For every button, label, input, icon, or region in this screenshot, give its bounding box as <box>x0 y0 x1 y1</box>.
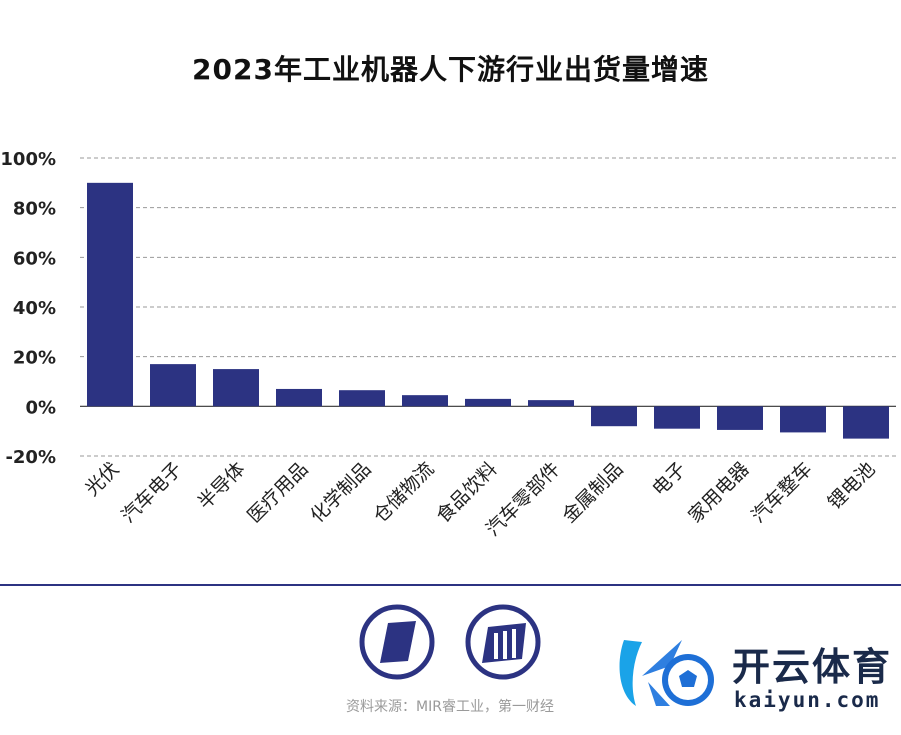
bar <box>780 406 826 433</box>
y-tick-label: 100% <box>0 149 56 170</box>
x-tick-label: 金属制品 <box>558 458 627 527</box>
bar <box>654 406 700 429</box>
bar <box>276 388 322 407</box>
x-tick-label: 光伏 <box>81 458 123 500</box>
y-tick-label: 40% <box>13 298 56 319</box>
x-tick-label: 锂电池 <box>824 458 880 514</box>
y-tick-label: 60% <box>13 248 56 269</box>
y-tick-label: -20% <box>5 447 56 468</box>
bar <box>213 369 259 407</box>
y-tick-label: 20% <box>13 348 56 369</box>
x-tick-label: 汽车电子 <box>117 458 186 527</box>
watermark-brand-cn: 开云体育 <box>732 645 893 689</box>
mir-logo-icon <box>359 604 435 680</box>
bar <box>87 182 133 407</box>
kaiyun-logo-icon <box>619 640 714 706</box>
x-tick-label: 化学制品 <box>306 458 375 527</box>
y-tick-label: 0% <box>25 397 56 418</box>
x-tick-label: 仓储物流 <box>369 458 438 527</box>
bar <box>465 398 511 407</box>
bars <box>87 182 889 439</box>
x-tick-label: 家用电器 <box>684 458 753 527</box>
bar <box>528 400 574 407</box>
x-tick-label: 电子 <box>648 458 690 500</box>
bar <box>339 390 385 407</box>
footer-divider <box>0 584 901 586</box>
x-tick-label: 半导体 <box>194 458 250 514</box>
x-tick-label: 医疗用品 <box>243 458 312 527</box>
gridlines <box>80 157 896 457</box>
watermark-brand-en: kaiyun.com <box>734 688 881 712</box>
y-axis-ticks: 100% 80% 60% 40% 20% 0% -20% <box>0 149 56 468</box>
bar <box>717 406 763 430</box>
x-tick-label: 汽车整车 <box>747 458 816 527</box>
y-tick-label: 80% <box>13 199 56 220</box>
source-note: 资料来源：MIR睿工业，第一财经 <box>346 699 554 715</box>
bar <box>843 406 889 439</box>
yicai-logo-icon <box>465 604 541 680</box>
bar <box>591 406 637 427</box>
bar <box>402 395 448 407</box>
chart-title: 2023年工业机器人下游行业出货量增速 <box>192 53 709 86</box>
bar <box>150 364 196 407</box>
